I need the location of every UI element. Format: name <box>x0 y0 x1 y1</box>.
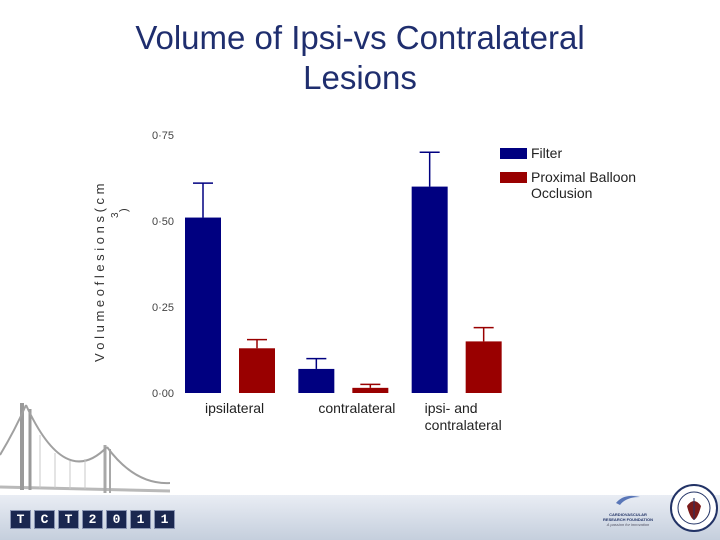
bar-filter <box>185 217 221 393</box>
logo-char: 1 <box>154 510 175 529</box>
y-tick-label: 0·75 <box>152 130 174 142</box>
crf-swoosh-icon <box>616 495 640 505</box>
legend-label: Proximal Balloon <box>531 169 636 185</box>
society-seal-icon <box>670 484 718 532</box>
logo-char: 0 <box>106 510 127 529</box>
bar-proximal-balloon-occlusion <box>352 387 389 393</box>
y-tick-label: 0·25 <box>152 302 174 314</box>
slide-title: Volume of Ipsi-vs Contralateral Lesions <box>60 18 660 98</box>
y-axis-label-superscript: 3 <box>110 212 121 218</box>
y-axis-label-paren: ) <box>118 208 130 212</box>
x-category-label: contralateral <box>318 400 395 416</box>
logo-char: T <box>58 510 79 529</box>
crf-tagline: A passion for innovation <box>606 522 650 527</box>
golden-gate-bridge-graphic <box>0 403 170 493</box>
bar-filter <box>298 368 335 393</box>
bar-filter <box>411 186 448 393</box>
legend-swatch <box>500 148 527 159</box>
bar-proximal-balloon-occlusion <box>239 348 275 393</box>
logo-char: C <box>34 510 55 529</box>
x-category-label: ipsi- and <box>425 400 478 416</box>
logo-char: 1 <box>130 510 151 529</box>
y-tick-label: 0·00 <box>152 388 174 400</box>
logo-char: T <box>10 510 31 529</box>
crf-logo: CARDIOVASCULAR RESEARCH FOUNDATION A pas… <box>590 493 666 527</box>
crf-line-2: RESEARCH FOUNDATION <box>603 517 653 522</box>
tct-2011-logo: T C T 2 0 1 1 <box>10 510 175 529</box>
legend-label: Occlusion <box>531 185 592 201</box>
bar-proximal-balloon-occlusion <box>465 341 502 393</box>
y-axis-label: V o l u m e o f l e s i o n s ( c m <box>92 184 107 362</box>
title-line-1: Volume of Ipsi-vs Contralateral <box>135 19 585 56</box>
logo-char: 2 <box>82 510 103 529</box>
crf-line-1: CARDIOVASCULAR <box>609 512 647 517</box>
legend-label: Filter <box>531 145 562 161</box>
y-tick-label: 0·50 <box>152 216 174 228</box>
x-category-label: contralateral <box>425 417 502 433</box>
x-category-label: ipsilateral <box>205 400 264 416</box>
legend-swatch <box>500 172 527 183</box>
title-line-2: Lesions <box>303 59 417 96</box>
